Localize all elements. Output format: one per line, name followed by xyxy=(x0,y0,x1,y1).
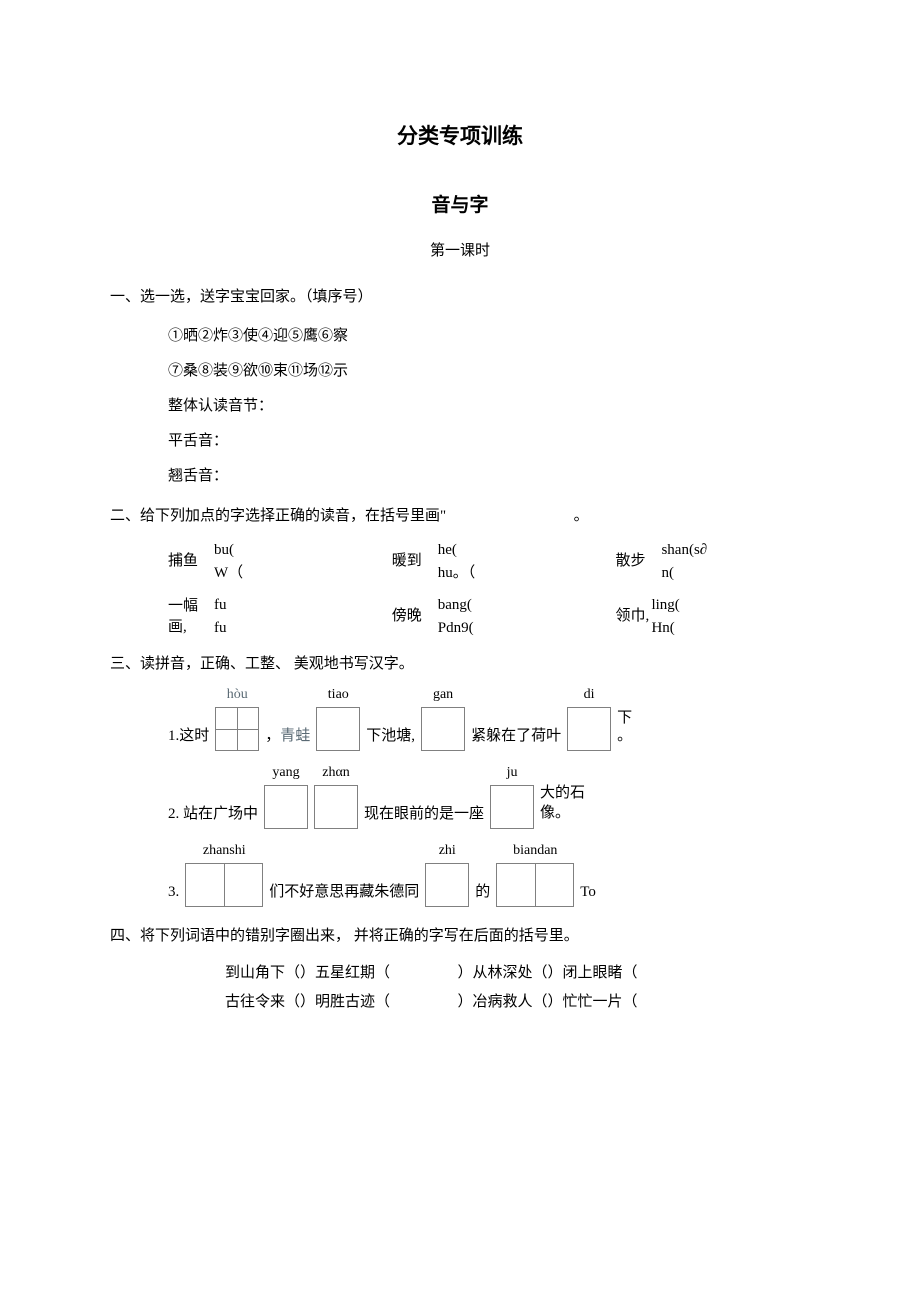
q2-r2c2-py1: bang( xyxy=(438,594,500,617)
q3-r1-seg3: 紧躲在了荷叶 xyxy=(471,724,561,751)
q2-r1c1-han: 捕鱼 xyxy=(168,551,214,572)
q3-r3-py3: biandan xyxy=(513,843,557,859)
q4-l1a: 到山角下（）五星红期（ xyxy=(225,965,390,981)
q3-r2-box1: yang xyxy=(264,765,308,829)
q3-r1-box4: di xyxy=(567,687,611,751)
lesson-label: 第一课时 xyxy=(110,239,810,260)
q3-heading: 三、读拼音，正确、工整、 美观地书写汉字。 xyxy=(110,649,810,679)
q3-r1-seg4: 下。 xyxy=(617,709,632,751)
q2-r1c1-py2: W（ xyxy=(214,562,276,585)
worksheet-page: 分类专项训练 音与字 第一课时 一、选一选，送字宝宝回家。（填序号） ①晒②炸③… xyxy=(0,0,920,1096)
q3-r2-py3: ju xyxy=(507,765,518,781)
write-box xyxy=(264,785,308,829)
q3-r1-seg1: ，青蛙 xyxy=(265,724,310,751)
q1-whole-read: 整体认读音节： xyxy=(110,390,810,423)
q3-r2-pre: 2. 站在广场中 xyxy=(168,802,258,829)
q3-r1-box1: hòu xyxy=(215,687,259,751)
q3-r2-box3: ju xyxy=(490,765,534,829)
q1-flat-tongue: 平舌音： xyxy=(110,425,810,458)
q2-heading-text: 二、给下列加点的字选择正确的读音，在括号里画" xyxy=(110,508,446,524)
q4-l2b: ）冶病救人（）忙忙一片（ xyxy=(458,994,638,1010)
q3-r1-py2: tiao xyxy=(328,687,349,703)
q3-r3-py1: zhanshi xyxy=(203,843,246,859)
q2-r1c2-py2: hu。（ xyxy=(438,562,500,585)
q3-r3-pre: 3. xyxy=(168,884,179,907)
q4-line2: 古往令来（）明胜古迹（ ）冶病救人（）忙忙一片（ xyxy=(110,988,810,1017)
q3-r3-box3: biandan xyxy=(496,843,574,907)
q2-r2c1-py1: fu xyxy=(214,594,276,617)
q2-heading: 二、给下列加点的字选择正确的读音，在括号里画" 。 xyxy=(110,501,810,531)
q3-r1-box2: tiao xyxy=(316,687,360,751)
q1-options-line2: ⑦桑⑧装⑨欲⑩束⑪场⑫示 xyxy=(110,355,810,388)
q3-r3-box2: zhi xyxy=(425,843,469,907)
q3-r2-box2: zhαn xyxy=(314,765,358,829)
q2-row1: 捕鱼 bu( W（ 暖到 he( hu。（ 散步 shan(s∂ n( xyxy=(110,539,810,584)
main-title: 分类专项训练 xyxy=(110,120,810,150)
q1-retroflex: 翘舌音： xyxy=(110,460,810,493)
write-box xyxy=(425,863,469,907)
q3-r2-py2: zhαn xyxy=(322,765,350,781)
q3-r1-py3: gan xyxy=(433,687,453,703)
write-box xyxy=(490,785,534,829)
sub-title: 音与字 xyxy=(110,190,810,217)
tianzige-box xyxy=(215,707,259,751)
q2-r2c2-py2: Pdn9( xyxy=(438,617,500,640)
q3-r2-seg2: 现在眼前的是一座 xyxy=(364,802,484,829)
q4-line1: 到山角下（）五星红期（ ）从林深处（）闭上眼睹（ xyxy=(110,959,810,988)
q3-r1-box3: gan xyxy=(421,687,465,751)
q2-heading-tail: 。 xyxy=(574,508,589,524)
write-box xyxy=(316,707,360,751)
q3-row3: 3. zhanshi 们不好意思再藏朱德同 zhi 的 biandan To xyxy=(110,843,810,907)
q2-r1c1-py1: bu( xyxy=(214,539,276,562)
q2-r2c1-py2: fu xyxy=(214,617,276,640)
q3-r2-seg3: 大的石像。 xyxy=(540,784,585,829)
q4-l1b: ）从林深处（）闭上眼睹（ xyxy=(458,965,638,981)
write-box xyxy=(421,707,465,751)
q3-row1: 1.这时 hòu ，青蛙 tiao 下池塘, gan 紧躲在了荷叶 di 下。 xyxy=(110,687,810,751)
q2-r2c3-han: 领巾, xyxy=(615,606,651,627)
q2-r2c1-han: 一幅画, xyxy=(168,596,214,638)
q2-r2c2-han: 傍晚 xyxy=(392,606,438,627)
q3-r3-seg2: 的 xyxy=(475,880,490,907)
write-box xyxy=(567,707,611,751)
q1-heading: 一、选一选，送字宝宝回家。（填序号） xyxy=(110,282,810,312)
q2-r1c3-py2: n( xyxy=(661,562,723,585)
write-box xyxy=(314,785,358,829)
q3-r3-py2: zhi xyxy=(439,843,456,859)
q2-r1c3-py1: shan(s∂ xyxy=(661,539,741,562)
q3-r3-seg3: To xyxy=(580,884,596,907)
q2-r2c3-py2: Hn( xyxy=(651,617,713,640)
q3-r1-pre: 1.这时 xyxy=(168,724,209,751)
q4-l2a: 古往令来（）明胜古迹（ xyxy=(225,994,390,1010)
q2-r1c3-han: 散步 xyxy=(615,551,661,572)
q3-row2: 2. 站在广场中 yang zhαn 现在眼前的是一座 ju 大的石像。 xyxy=(110,765,810,829)
q3-r2-py1: yang xyxy=(272,765,299,781)
q2-r1c2-py1: he( xyxy=(438,539,500,562)
q3-r1-py1: hòu xyxy=(227,687,248,703)
q2-row2: 一幅画, fu fu 傍晚 bang( Pdn9( 领巾, ling( Hn( xyxy=(110,594,810,639)
q3-r1-seg2: 下池塘, xyxy=(366,724,415,751)
q3-r3-seg1: 们不好意思再藏朱德同 xyxy=(269,880,419,907)
q2-r1c2-han: 暖到 xyxy=(392,551,438,572)
write-box-double xyxy=(496,863,574,907)
q1-options-line1: ①晒②炸③使④迎⑤鹰⑥察 xyxy=(110,320,810,353)
q3-r1-seg1-g: 青蛙 xyxy=(280,728,310,744)
write-box-double xyxy=(185,863,263,907)
q4-heading: 四、将下列词语中的错别字圈出来， 并将正确的字写在后面的括号里。 xyxy=(110,921,810,951)
q3-r1-py4: di xyxy=(584,687,595,703)
q3-r3-box1: zhanshi xyxy=(185,843,263,907)
q2-r2c3-py1: ling( xyxy=(651,594,713,617)
